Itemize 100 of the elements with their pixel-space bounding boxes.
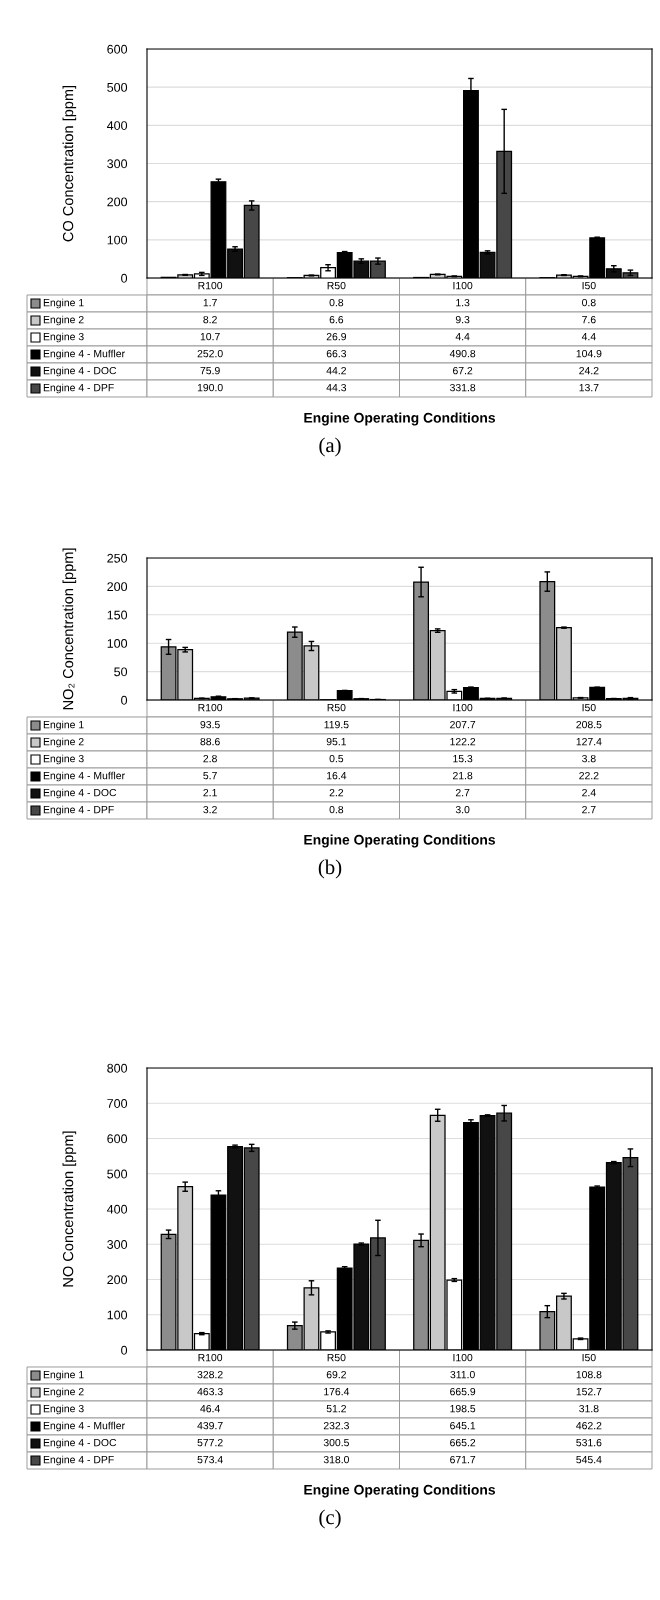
x-tick-label: R50 [327,703,346,712]
legend-label: Engine 4 - Muffler [43,771,125,782]
data-label: 3.2 [203,805,217,814]
data-label: 24.2 [579,366,599,375]
x-tick-label: R50 [327,1353,346,1362]
y-tick-label: 300 [107,159,128,169]
legend-label: Engine 1 [43,720,84,731]
data-label: 66.3 [326,349,347,358]
x-tick-label: I100 [453,281,473,290]
x-tick-label: R100 [198,1353,223,1362]
legend-label: Engine 3 [43,1404,84,1415]
x-axis-title: Engine Operating Conditions [304,412,495,426]
legend-label: Engine 4 - DOC [43,366,117,377]
y-tick-label: 100 [107,639,128,648]
data-label: 665.9 [450,1387,476,1396]
x-tick-label: R100 [198,703,223,712]
text: (a) [319,437,341,457]
y-tick-label: 600 [107,44,128,54]
text: (c) [319,1509,341,1529]
data-label: 490.8 [449,349,476,358]
data-label: 3.0 [455,805,470,814]
y-tick-label: 150 [107,610,128,620]
data-label: 2.2 [329,788,344,797]
data-label: 176.4 [324,1387,350,1396]
data-label: 3.8 [582,754,596,763]
y-axis-title: NO Concentration [ppm] [62,1131,77,1287]
data-label: 46.4 [200,1404,220,1413]
y-axis-title: NO₂ Concentration [ppm] [62,548,77,710]
data-label: 152.7 [576,1387,602,1396]
data-label: 127.4 [576,737,602,746]
data-label: 331.8 [449,383,476,392]
data-label: 44.3 [326,383,347,392]
data-label: 13.7 [579,383,599,392]
data-label: 645.1 [450,1421,476,1430]
data-label: 577.2 [197,1438,223,1447]
data-label: 15.3 [453,754,473,763]
x-axis-title: Engine Operating Conditions [304,834,495,848]
y-tick-label: 200 [107,1275,128,1285]
data-label: 207.7 [450,720,476,729]
data-label: 7.6 [582,315,596,324]
data-label: 0.8 [329,298,344,307]
data-label: 44.2 [326,366,346,375]
data-label: 318.0 [323,1455,349,1464]
legend-label: Engine 1 [43,1370,84,1381]
legend-label: Engine 4 - DOC [43,1438,117,1449]
data-label: 573.4 [197,1455,223,1464]
data-label: 462.2 [576,1421,602,1430]
legend-label: Engine 3 [43,332,84,343]
y-tick-label: 100 [107,1310,128,1320]
legend-label: Engine 2 [43,315,84,326]
legend-label: Engine 4 - DPF [43,1455,114,1466]
y-tick-label: 0 [121,695,128,705]
data-label: 22.2 [579,771,599,780]
data-label: 108.8 [576,1370,602,1379]
data-label: 665.2 [450,1438,476,1447]
x-tick-label: R50 [327,281,346,290]
legend-label: Engine 3 [43,754,84,765]
data-label: 2.7 [455,788,470,797]
x-tick-label: I100 [453,703,473,712]
data-label: 5.7 [203,772,217,780]
data-label: 328.2 [197,1370,223,1379]
data-label: 545.4 [576,1456,602,1464]
data-label: 51.2 [326,1404,346,1413]
x-tick-label: I50 [582,1353,596,1362]
data-label: 6.6 [329,315,344,324]
y-tick-label: 100 [107,235,128,245]
data-label: 95.1 [326,737,346,746]
legend-label: Engine 4 - Muffler [43,349,125,360]
data-label: 88.6 [200,737,220,746]
data-label: 16.4 [327,771,347,780]
data-label: 0.8 [329,805,344,814]
y-tick-label: 0 [121,273,128,283]
y-tick-label: 500 [107,82,128,92]
x-tick-label: I50 [582,703,596,712]
data-label: 8.2 [203,315,217,324]
legend-label: Engine 2 [43,737,84,748]
legend-label: Engine 2 [43,1387,84,1398]
data-label: 208.5 [576,720,602,729]
data-label: 26.9 [326,332,347,341]
data-label: 2.1 [203,788,217,797]
data-label: 439.7 [197,1421,223,1430]
data-label: 463.3 [197,1387,223,1396]
y-tick-label: 400 [106,121,128,130]
data-label: 69.2 [326,1370,346,1379]
y-tick-label: 400 [106,1204,128,1214]
y-tick-label: 200 [107,197,128,207]
data-label: 104.9 [576,349,602,358]
data-label: 1.7 [203,299,217,307]
legend-label: Engine 4 - DPF [43,805,114,816]
data-label: 93.5 [200,720,220,729]
legend-label: Engine 4 - DOC [43,788,117,799]
data-label: 252.0 [197,349,223,358]
y-tick-label: 300 [107,1240,128,1249]
data-label: 122.2 [450,737,476,746]
data-label: 31.8 [579,1404,599,1413]
legend-label: Engine 4 - Muffler [43,1421,125,1432]
data-label: 75.9 [200,366,220,375]
data-label: 21.8 [453,771,473,780]
legend-label: Engine 4 - DPF [43,383,114,394]
data-label: 4.4 [455,333,470,341]
